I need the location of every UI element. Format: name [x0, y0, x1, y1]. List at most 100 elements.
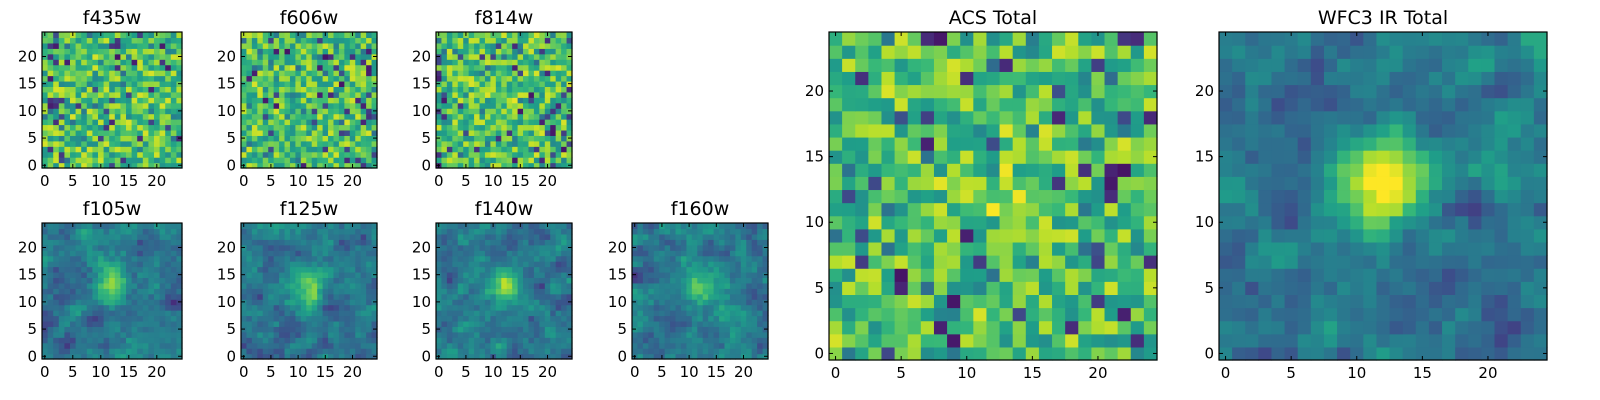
heatmap-cell: [474, 59, 481, 66]
heatmap-cell: [170, 233, 177, 240]
heatmap-cell: [506, 86, 513, 93]
heatmap-cell: [501, 157, 508, 164]
heatmap-cell: [561, 304, 568, 311]
heatmap-cell: [241, 348, 248, 355]
heatmap-cell: [148, 37, 155, 44]
heatmap-cell: [338, 255, 345, 262]
heatmap-cell: [257, 315, 264, 322]
heatmap-cell: [109, 102, 116, 109]
heatmap-cell: [98, 124, 105, 131]
heatmap-cell: [137, 320, 144, 327]
heatmap-cell: [137, 293, 144, 300]
heatmap-cell: [109, 97, 116, 104]
heatmap-cell: [289, 255, 296, 262]
heatmap-cell: [154, 310, 161, 317]
heatmap-cell: [109, 70, 116, 77]
heatmap-cell: [70, 124, 77, 131]
heatmap-cell: [42, 113, 49, 120]
heatmap-cell: [642, 261, 649, 268]
heatmap-cell: [708, 353, 715, 360]
heatmap-cell: [137, 299, 144, 306]
heatmap-cell: [58, 244, 65, 251]
y-tick-label: 15: [217, 75, 236, 93]
heatmap-cell: [322, 70, 329, 77]
heatmap-cell: [241, 228, 248, 235]
heatmap-cell: [114, 53, 121, 60]
heatmap-cell: [697, 239, 704, 246]
heatmap-cell: [441, 157, 448, 164]
heatmap-cell: [241, 233, 248, 240]
heatmap-cell: [279, 70, 286, 77]
heatmap-cell: [506, 331, 513, 338]
heatmap-cell: [675, 299, 682, 306]
heatmap-cell: [311, 282, 318, 289]
heatmap-cell: [142, 37, 149, 44]
heatmap-cell: [523, 140, 530, 147]
heatmap-cell: [648, 304, 655, 311]
heatmap-cell: [131, 271, 138, 278]
heatmap-cell: [894, 189, 909, 204]
heatmap-cell: [881, 189, 896, 204]
heatmap-cell: [495, 108, 502, 115]
heatmap-cell: [686, 261, 693, 268]
heatmap-cell: [289, 261, 296, 268]
heatmap-cell: [501, 70, 508, 77]
heatmap-cell: [506, 75, 513, 82]
heatmap-cell: [746, 353, 753, 360]
heatmap-cell: [165, 353, 172, 360]
heatmap-cell: [697, 342, 704, 349]
heatmap-cell: [268, 75, 275, 82]
heatmap-cell: [664, 293, 671, 300]
heatmap-cell: [344, 304, 351, 311]
heatmap-cell: [92, 223, 99, 230]
heatmap-cell: [103, 64, 110, 71]
heatmap-cell: [154, 86, 161, 93]
heatmap-cell: [686, 250, 693, 257]
heatmap-cell: [344, 129, 351, 136]
heatmap-cell: [561, 151, 568, 158]
heatmap-cell: [137, 288, 144, 295]
heatmap-cell: [137, 266, 144, 273]
heatmap-cell: [702, 233, 709, 240]
heatmap-cell: [75, 70, 82, 77]
heatmap-cell: [659, 320, 666, 327]
heatmap-cell: [659, 331, 666, 338]
heatmap-cell: [452, 135, 459, 142]
heatmap-cell: [894, 228, 909, 243]
heatmap-cell: [512, 277, 519, 284]
heatmap-cell: [53, 271, 60, 278]
heatmap-cell: [165, 124, 172, 131]
heatmap-cell: [441, 135, 448, 142]
heatmap-cell: [47, 151, 54, 158]
heatmap-cell: [284, 277, 291, 284]
heatmap-cell: [702, 315, 709, 322]
heatmap-cell: [328, 64, 335, 71]
heatmap-cell: [338, 91, 345, 98]
heatmap-cell: [366, 320, 373, 327]
heatmap-cell: [446, 119, 453, 126]
heatmap-cell: [53, 342, 60, 349]
heatmap-cell: [561, 102, 568, 109]
heatmap-cell: [474, 102, 481, 109]
heatmap-cell: [81, 348, 88, 355]
heatmap-cell: [490, 53, 497, 60]
heatmap-cell: [468, 102, 475, 109]
heatmap-cell: [484, 129, 491, 136]
heatmap-cell: [436, 140, 443, 147]
heatmap-cell: [170, 261, 177, 268]
heatmap-cell: [555, 140, 562, 147]
heatmap-cell: [757, 337, 764, 344]
heatmap-cell: [708, 277, 715, 284]
heatmap-cell: [344, 255, 351, 262]
heatmap-cell: [241, 42, 248, 49]
heatmap-cell: [333, 353, 340, 360]
heatmap-cell: [81, 239, 88, 246]
heatmap-cell: [868, 294, 883, 309]
heatmap-cell: [349, 146, 356, 153]
heatmap-cell: [479, 255, 486, 262]
heatmap-cell: [842, 281, 856, 295]
heatmap-cell: [729, 233, 736, 240]
heatmap-cell: [881, 281, 896, 295]
heatmap-cell: [47, 64, 54, 71]
heatmap-cell: [154, 233, 161, 240]
